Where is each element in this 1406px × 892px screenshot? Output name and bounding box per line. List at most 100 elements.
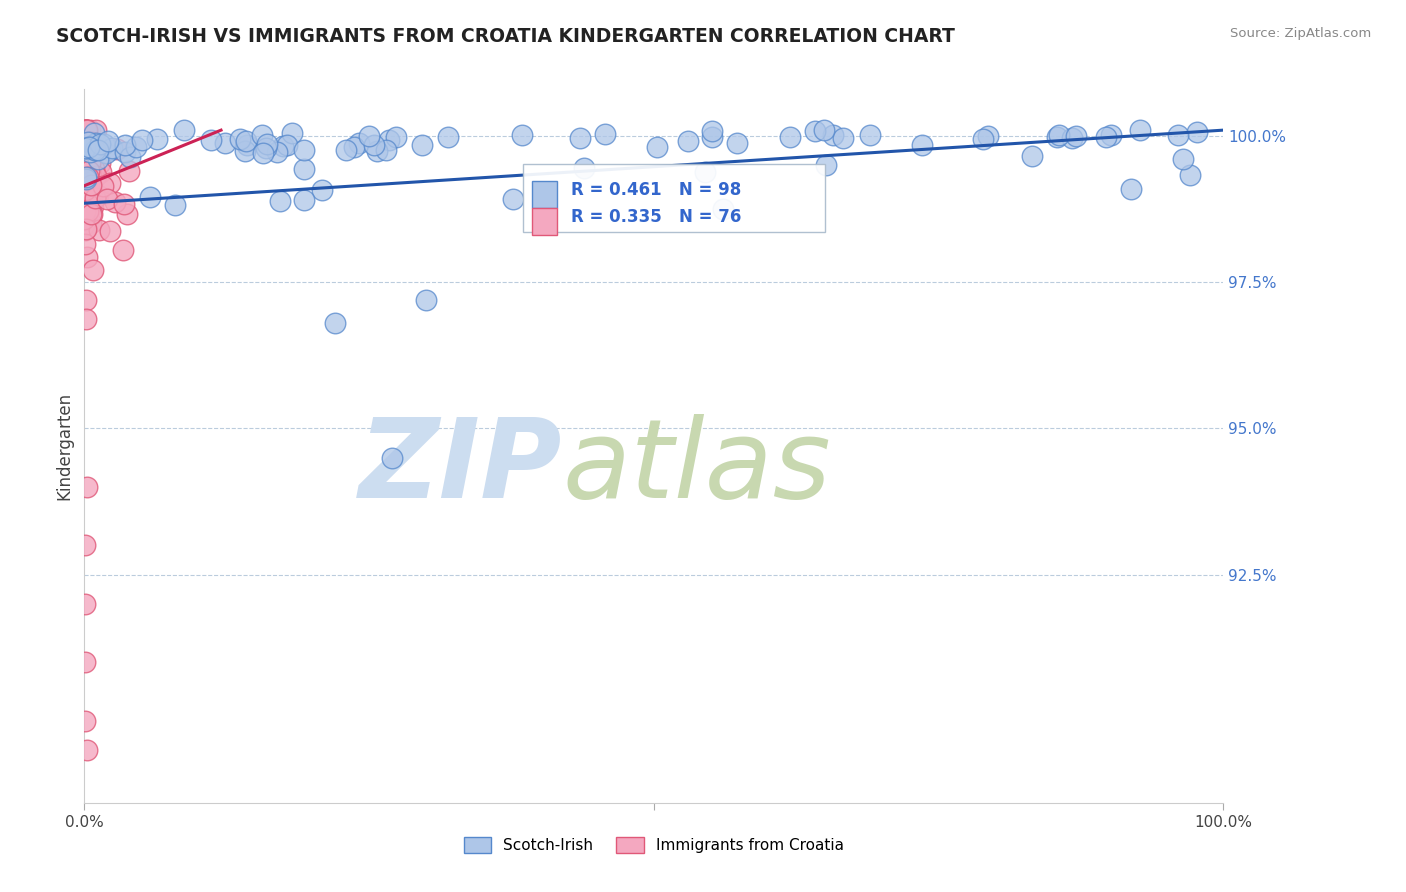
Point <box>381 450 404 465</box>
Point <box>1167 128 1189 142</box>
Point <box>73 141 96 155</box>
Point <box>972 132 994 146</box>
Point <box>77 164 100 178</box>
Point <box>84 136 107 150</box>
Point <box>79 154 101 169</box>
Point <box>76 743 98 757</box>
Point <box>378 133 401 147</box>
Point <box>233 144 256 158</box>
Point <box>75 123 97 137</box>
Point <box>374 143 396 157</box>
Point <box>80 135 103 149</box>
Point <box>73 204 96 219</box>
Point <box>114 137 136 152</box>
Point <box>343 140 366 154</box>
Point <box>91 178 114 193</box>
Point <box>73 218 96 232</box>
Point <box>80 200 103 214</box>
Point <box>1045 129 1067 144</box>
Point <box>700 130 723 145</box>
Point <box>79 165 101 179</box>
Point <box>75 182 97 196</box>
Point <box>1180 168 1202 182</box>
Point <box>105 142 128 156</box>
Point <box>1099 128 1122 142</box>
Point <box>363 137 385 152</box>
Point <box>73 183 96 197</box>
Point <box>411 138 433 153</box>
Point <box>73 212 96 227</box>
Point <box>695 165 717 179</box>
Point <box>77 196 100 211</box>
Point <box>357 128 380 143</box>
Point <box>124 140 146 154</box>
Text: R = 0.335   N = 76: R = 0.335 N = 76 <box>571 208 741 226</box>
Point <box>711 202 734 216</box>
Point <box>1171 152 1194 166</box>
Point <box>385 129 408 144</box>
Legend: Scotch-Irish, Immigrants from Croatia: Scotch-Irish, Immigrants from Croatia <box>457 831 851 859</box>
Point <box>1064 128 1087 143</box>
Point <box>366 144 388 158</box>
Point <box>75 141 97 155</box>
Point <box>96 193 118 207</box>
Text: SCOTCH-IRISH VS IMMIGRANTS FROM CROATIA KINDERGARTEN CORRELATION CHART: SCOTCH-IRISH VS IMMIGRANTS FROM CROATIA … <box>56 27 955 45</box>
Point <box>347 136 370 150</box>
Point <box>1021 149 1043 163</box>
Point <box>77 135 100 149</box>
Point <box>77 134 100 148</box>
Point <box>292 144 315 158</box>
Text: Source: ZipAtlas.com: Source: ZipAtlas.com <box>1230 27 1371 40</box>
Point <box>1095 130 1118 145</box>
FancyBboxPatch shape <box>531 181 557 208</box>
Point <box>73 127 96 141</box>
Point <box>79 123 101 137</box>
Point <box>75 123 97 137</box>
Point <box>87 188 110 202</box>
Point <box>1062 130 1084 145</box>
Point <box>252 128 274 143</box>
Point <box>75 123 97 137</box>
Point <box>73 236 96 251</box>
Point <box>93 137 115 152</box>
Point <box>814 158 837 172</box>
Point <box>75 169 97 184</box>
Point <box>84 169 107 183</box>
Point <box>98 224 121 238</box>
Point <box>82 262 104 277</box>
Point <box>779 130 801 145</box>
Y-axis label: Kindergarten: Kindergarten <box>55 392 73 500</box>
Point <box>256 136 278 151</box>
Point <box>80 216 103 230</box>
Point <box>79 175 101 189</box>
Point <box>292 161 315 176</box>
Point <box>1187 125 1209 139</box>
Point <box>96 145 118 160</box>
Point <box>77 194 100 209</box>
Point <box>79 156 101 170</box>
Point <box>101 140 124 154</box>
Point <box>235 134 257 148</box>
Point <box>266 145 288 159</box>
Point <box>138 189 160 203</box>
Point <box>200 133 222 147</box>
Point <box>280 126 302 140</box>
Point <box>79 139 101 153</box>
Point <box>75 538 97 552</box>
Point <box>831 131 853 145</box>
Point <box>79 198 101 212</box>
Point <box>803 123 825 137</box>
Point <box>214 136 236 151</box>
Point <box>89 137 111 152</box>
Point <box>311 184 333 198</box>
Point <box>323 316 346 330</box>
Point <box>1121 182 1143 196</box>
Point <box>292 193 315 207</box>
Point <box>76 153 98 167</box>
Point <box>75 158 97 172</box>
Point <box>80 206 103 220</box>
Point <box>700 123 723 137</box>
Point <box>1129 123 1152 137</box>
Point <box>86 152 108 166</box>
Point <box>84 123 107 137</box>
